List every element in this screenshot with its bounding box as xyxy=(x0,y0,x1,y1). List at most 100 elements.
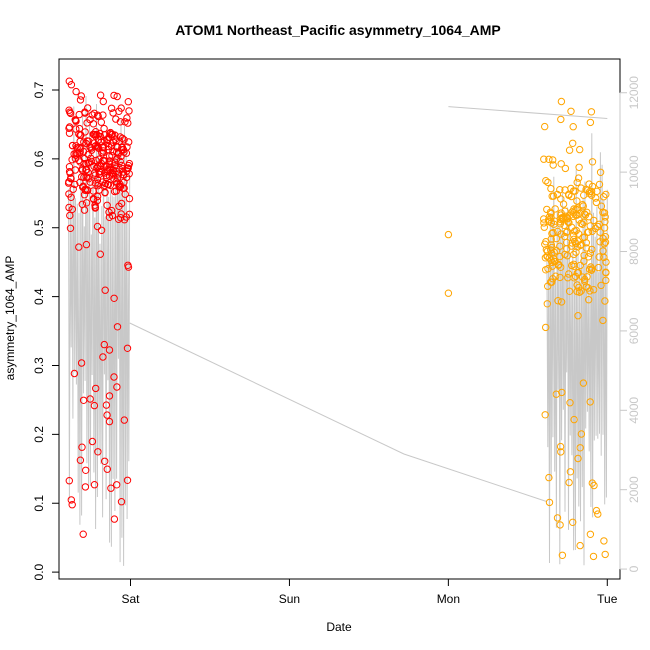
data-point xyxy=(91,204,100,212)
data-point xyxy=(545,498,554,507)
data-point xyxy=(123,476,132,484)
y-tick-label: 0.5 xyxy=(32,219,46,236)
data-point xyxy=(543,252,551,260)
data-point xyxy=(120,416,129,424)
data-point xyxy=(95,170,104,179)
y-tick-label: 0.4 xyxy=(32,288,46,305)
data-point xyxy=(601,550,609,559)
data-point xyxy=(557,298,566,306)
data-point xyxy=(589,552,598,561)
data-point xyxy=(544,265,552,273)
data-point xyxy=(75,110,83,119)
data-point xyxy=(563,214,572,222)
data-point xyxy=(66,224,75,233)
data-point xyxy=(588,158,597,166)
plot-frame xyxy=(58,58,621,580)
data-point xyxy=(113,179,121,188)
data-point xyxy=(117,214,125,222)
data-point xyxy=(563,245,571,253)
data-point xyxy=(582,185,590,194)
y-axis-right: 0 2000 4000 6000 8000 10000 12000 xyxy=(619,76,641,572)
data-point xyxy=(570,235,578,244)
data-point xyxy=(444,289,453,297)
data-point xyxy=(71,180,79,189)
data-point xyxy=(115,170,123,178)
data-point xyxy=(574,237,582,245)
data-point xyxy=(556,521,564,529)
data-point xyxy=(89,120,98,128)
data-point xyxy=(88,437,97,446)
data-point xyxy=(592,198,601,207)
data-point xyxy=(601,213,609,221)
data-point xyxy=(585,296,593,304)
data-point xyxy=(65,123,74,131)
data-point xyxy=(113,92,121,101)
data-point xyxy=(552,390,560,398)
data-point xyxy=(584,228,593,236)
data-point xyxy=(91,201,99,209)
data-point xyxy=(549,156,557,164)
data-point xyxy=(577,430,586,438)
data-point xyxy=(113,481,121,489)
data-point xyxy=(90,109,99,118)
data-point xyxy=(68,205,77,214)
data-point xyxy=(79,530,87,538)
data-point xyxy=(600,209,609,217)
data-point xyxy=(72,87,80,96)
data-point xyxy=(65,163,74,171)
data-point xyxy=(594,222,602,231)
data-point xyxy=(82,466,90,474)
data-points xyxy=(64,77,610,561)
data-point xyxy=(590,216,598,225)
data-point xyxy=(117,498,126,506)
data-point xyxy=(109,109,117,117)
data-point xyxy=(121,190,129,198)
data-point xyxy=(586,398,594,406)
data-point xyxy=(577,287,585,295)
data-point xyxy=(590,481,598,490)
data-point xyxy=(101,189,109,197)
x-axis: Sat Sun Mon Tue xyxy=(122,578,618,606)
data-point xyxy=(561,186,569,194)
y2-tick-label: 6000 xyxy=(627,317,641,344)
data-point xyxy=(541,254,550,262)
data-point xyxy=(96,91,105,99)
data-point xyxy=(91,171,99,179)
data-point xyxy=(566,399,574,407)
data-point xyxy=(557,263,565,271)
data-point xyxy=(587,263,595,271)
data-point xyxy=(100,136,108,144)
data-point xyxy=(558,551,567,559)
data-point xyxy=(557,115,565,124)
y-tick-label: 0.1 xyxy=(32,495,46,512)
data-point xyxy=(75,124,84,133)
data-point xyxy=(556,186,564,194)
data-point xyxy=(105,208,113,216)
altitude-line-segment-2 xyxy=(129,322,548,503)
data-point xyxy=(71,155,80,163)
data-point xyxy=(97,226,106,235)
data-point xyxy=(547,184,555,193)
data-point xyxy=(75,243,83,251)
data-point xyxy=(574,206,582,214)
data-point xyxy=(568,261,576,270)
data-point xyxy=(574,243,582,251)
data-point xyxy=(565,270,573,278)
data-point xyxy=(76,96,85,104)
y2-tick-label: 10000 xyxy=(627,155,641,189)
data-point xyxy=(545,473,553,482)
data-point xyxy=(540,155,548,163)
data-point xyxy=(98,149,106,157)
data-point xyxy=(602,276,610,285)
data-point xyxy=(541,122,549,131)
data-point xyxy=(600,240,608,248)
data-point xyxy=(579,233,587,242)
altitude-line-segment-4 xyxy=(546,133,608,566)
data-point xyxy=(106,130,114,138)
data-point xyxy=(90,481,99,489)
data-point xyxy=(582,283,591,291)
data-point xyxy=(85,175,93,183)
data-point xyxy=(118,134,127,143)
data-point xyxy=(586,249,594,257)
